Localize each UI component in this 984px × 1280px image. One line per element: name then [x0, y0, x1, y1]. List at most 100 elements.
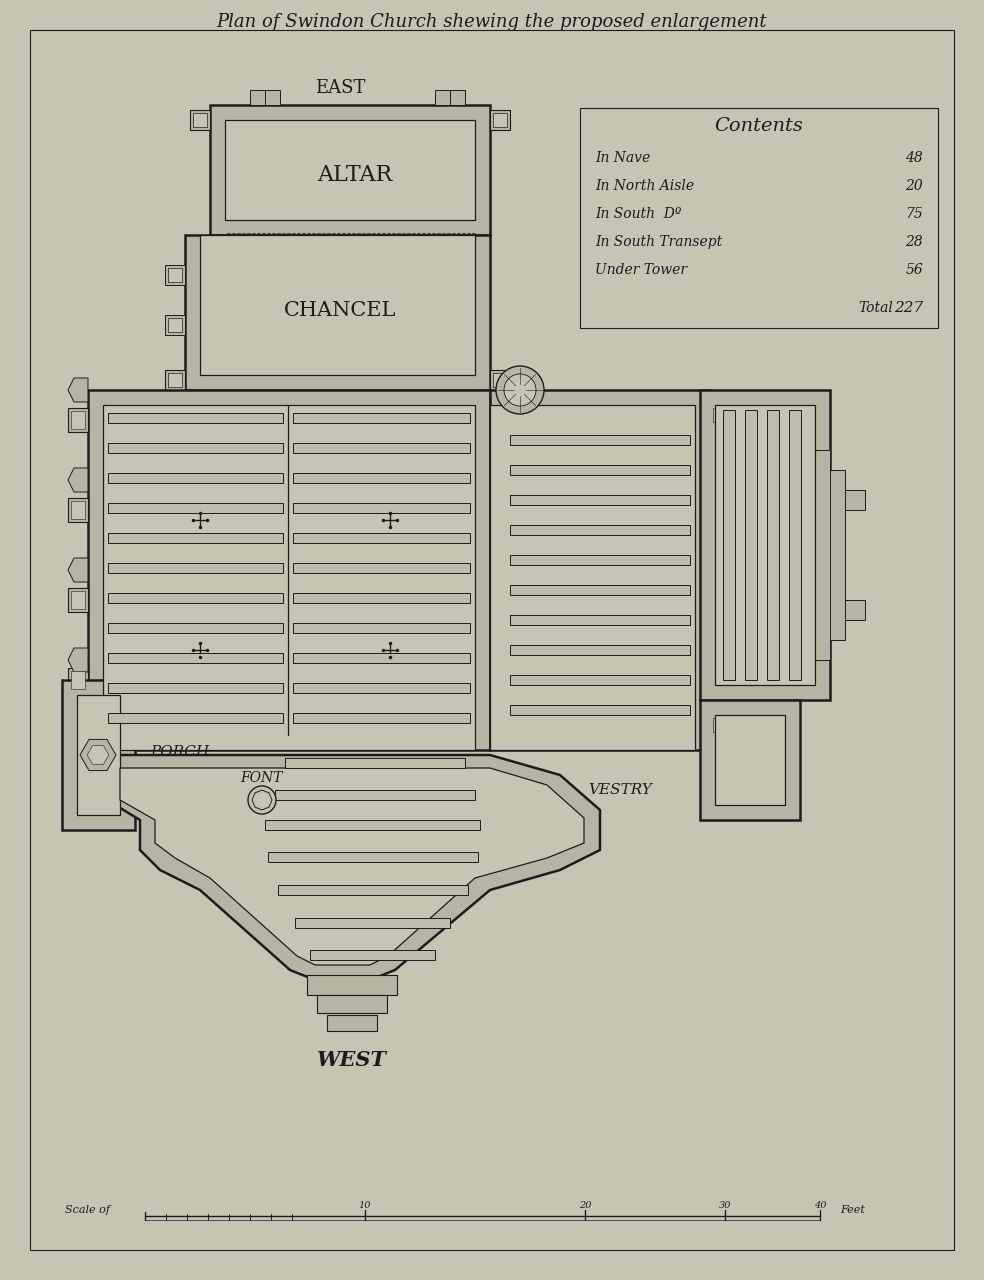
Bar: [200, 236, 475, 375]
Bar: [185, 236, 490, 390]
Bar: [450, 90, 465, 105]
Bar: [490, 390, 710, 750]
Bar: [108, 684, 283, 692]
Bar: [845, 600, 865, 620]
Bar: [510, 705, 690, 716]
Bar: [490, 370, 510, 390]
Text: 28: 28: [905, 236, 923, 250]
Polygon shape: [107, 755, 600, 980]
Bar: [265, 90, 280, 105]
Bar: [108, 532, 283, 543]
Bar: [108, 413, 283, 422]
Bar: [71, 671, 85, 689]
Text: Contents: Contents: [714, 116, 804, 134]
Bar: [745, 410, 757, 680]
Bar: [293, 713, 470, 723]
Bar: [108, 593, 283, 603]
Bar: [108, 623, 283, 634]
Polygon shape: [80, 740, 116, 771]
Bar: [510, 675, 690, 685]
Bar: [210, 105, 490, 236]
Polygon shape: [88, 746, 109, 764]
Text: In Nave: In Nave: [595, 151, 650, 165]
Text: 30: 30: [718, 1201, 731, 1210]
Bar: [275, 790, 475, 800]
Bar: [168, 317, 182, 332]
Bar: [293, 503, 470, 513]
Bar: [295, 918, 450, 928]
Text: WEST: WEST: [317, 1050, 387, 1070]
Bar: [165, 265, 185, 285]
Bar: [293, 532, 470, 543]
Bar: [767, 410, 779, 680]
Bar: [293, 474, 470, 483]
Bar: [510, 614, 690, 625]
Bar: [293, 413, 470, 422]
Text: 20: 20: [905, 179, 923, 193]
Bar: [108, 653, 283, 663]
Bar: [310, 950, 435, 960]
Bar: [317, 995, 387, 1012]
Bar: [510, 435, 690, 445]
Text: Feet: Feet: [840, 1204, 865, 1215]
Bar: [713, 718, 727, 732]
Bar: [293, 563, 470, 573]
Text: 20: 20: [579, 1201, 591, 1210]
Bar: [700, 390, 830, 700]
Bar: [168, 268, 182, 282]
Text: 227: 227: [893, 301, 923, 315]
Text: CHANCEL: CHANCEL: [283, 301, 397, 320]
Bar: [700, 700, 800, 820]
Bar: [68, 408, 88, 433]
Bar: [580, 108, 938, 328]
Bar: [510, 465, 690, 475]
Bar: [68, 588, 88, 612]
Circle shape: [504, 374, 536, 406]
Text: 56: 56: [905, 262, 923, 276]
Text: Total: Total: [858, 301, 892, 315]
Bar: [285, 758, 465, 768]
Bar: [490, 404, 695, 750]
Bar: [510, 585, 690, 595]
Text: In South Transept: In South Transept: [595, 236, 722, 250]
Bar: [710, 404, 730, 425]
Text: ALTAR: ALTAR: [318, 164, 393, 186]
Bar: [165, 315, 185, 335]
Bar: [293, 623, 470, 634]
Bar: [493, 372, 507, 387]
Text: PORCH: PORCH: [150, 745, 210, 759]
Bar: [510, 556, 690, 564]
Bar: [800, 430, 815, 680]
Bar: [265, 820, 480, 829]
Text: 48: 48: [905, 151, 923, 165]
Polygon shape: [68, 378, 88, 402]
Bar: [490, 110, 510, 131]
Bar: [108, 713, 283, 723]
Bar: [77, 695, 120, 815]
Text: In South  Dº: In South Dº: [595, 207, 681, 221]
Circle shape: [248, 786, 276, 814]
Bar: [168, 372, 182, 387]
Text: 75: 75: [905, 207, 923, 221]
Bar: [62, 680, 135, 829]
Bar: [815, 451, 830, 660]
Text: FONT: FONT: [240, 771, 282, 785]
Bar: [88, 390, 490, 750]
Bar: [108, 503, 283, 513]
Bar: [293, 653, 470, 663]
Bar: [493, 113, 507, 127]
Polygon shape: [68, 648, 88, 672]
Bar: [307, 975, 397, 995]
Bar: [108, 443, 283, 453]
Bar: [250, 90, 265, 105]
Bar: [225, 120, 475, 220]
Bar: [268, 852, 478, 861]
Bar: [715, 716, 785, 805]
Text: Plan of Swindon Church shewing the proposed enlargement: Plan of Swindon Church shewing the propo…: [216, 13, 768, 31]
Text: VESTRY: VESTRY: [588, 783, 652, 797]
Bar: [510, 525, 690, 535]
Polygon shape: [120, 768, 584, 965]
Bar: [165, 370, 185, 390]
Bar: [293, 443, 470, 453]
Text: 10: 10: [359, 1201, 371, 1210]
